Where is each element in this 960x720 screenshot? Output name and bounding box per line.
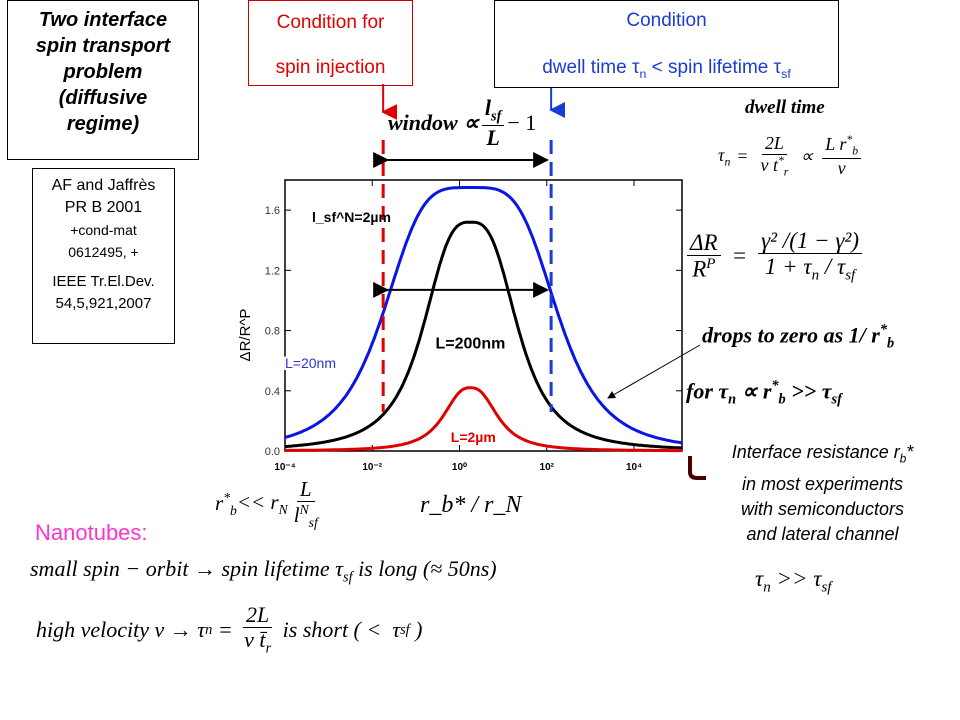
title-line: problem — [63, 61, 143, 83]
series-line-2 — [284, 220, 683, 450]
series-label: L=20nm — [285, 355, 336, 371]
y-axis-label: ΔR/R^P — [237, 309, 254, 362]
sub: sf — [781, 66, 791, 81]
lifetime-text: < spin lifetime τ — [646, 57, 782, 78]
numerator: lsf — [481, 95, 505, 127]
dwell-time-label: dwell time — [745, 97, 825, 118]
series-label: L=2µm — [451, 429, 496, 445]
condition-injection-line2: spin injection — [275, 57, 386, 78]
condition-injection-box: Condition for spin injection — [248, 0, 413, 86]
tau-condition-text: for τn ∝ r*b >> τsf — [686, 378, 842, 408]
ref-line: PR B 2001 — [64, 199, 143, 216]
equals: = — [736, 146, 749, 167]
series-line-3 — [285, 386, 682, 453]
lhs-fraction: ΔR RP — [687, 230, 721, 282]
y-tick-label: 1.2 — [265, 265, 280, 277]
equals: = — [731, 243, 748, 269]
lsf-annotation: l_sf^N=2µm — [312, 209, 391, 225]
note-line: with semiconductors — [740, 498, 905, 519]
drops-to-zero-text: drops to zero as 1/ r*b — [702, 322, 895, 352]
title-line: spin transport — [35, 35, 171, 57]
denominator: L — [486, 125, 500, 151]
condition-dwell-line1: Condition — [626, 10, 707, 31]
tau-relation: τn >> τsf — [755, 566, 832, 596]
note-line: in most experiments — [741, 473, 904, 494]
title-line: Two interface — [38, 9, 168, 31]
magnetoresistance-equation: ΔR RP = γ² /(1 − γ²) 1 + τn / τsf — [684, 228, 865, 284]
series-line-1 — [284, 186, 683, 445]
fraction: lsf L — [481, 95, 505, 151]
title-line: (diffusive — [58, 87, 148, 109]
tau-n: τn — [718, 144, 731, 169]
dwell-time-equation: τn = 2L v t*r ∝ L r*b v — [718, 133, 864, 179]
x-tick-label: 10² — [540, 462, 555, 473]
fraction: 2L v t̄r — [243, 602, 273, 657]
window-equation: window ∝ lsf L − 1 — [388, 95, 537, 151]
x-tick-label: 10⁻² — [362, 462, 382, 473]
ref-line: 54,5,921,2007 — [55, 295, 152, 312]
nanotubes-heading: Nanotubes: — [35, 520, 148, 545]
condition-dwell-box: Condition dwell time τn < spin lifetime … — [494, 0, 839, 88]
title-line: regime) — [66, 113, 140, 135]
series-label: L=200nm — [436, 336, 506, 353]
window-lhs: window ∝ — [388, 110, 479, 136]
ref-line: +cond-mat — [70, 222, 137, 238]
sub: n — [639, 66, 647, 81]
y-tick-label: 0.4 — [265, 386, 280, 398]
interface-resistance-note: Interface resistance rb* in most experim… — [700, 440, 945, 547]
condition-injection-line1: Condition for — [276, 12, 385, 33]
x-tick-label: 10⁴ — [626, 462, 642, 473]
x-axis-label: r_b* / r_N — [420, 492, 522, 518]
nanotubes-line1: small spin − orbit → spin lifetime τsf i… — [30, 556, 497, 586]
y-tick-label: 0.8 — [265, 326, 280, 338]
fraction: 2L v t*r — [760, 133, 789, 179]
dwell-text: dwell time τ — [542, 57, 640, 78]
ref-line: IEEE Tr.El.Dev. — [52, 273, 155, 290]
ref-line: AF and Jaffrès — [51, 177, 156, 194]
drops-pointer-arrow — [607, 344, 701, 399]
x-tick-label: 10⁰ — [452, 462, 467, 473]
y-tick-label: 0.0 — [265, 446, 280, 458]
rhs-fraction: γ² /(1 − γ²) 1 + τn / τsf — [758, 228, 862, 284]
note-line: Interface resistance rb* — [731, 442, 914, 466]
curved-arrow-icon — [688, 456, 706, 480]
fraction: L r*b v — [822, 133, 862, 179]
window-tail: − 1 — [507, 110, 537, 136]
note-line: and lateral channel — [746, 523, 899, 544]
y-tick-label: 1.6 — [265, 205, 280, 217]
condition-dwell-line2: dwell time τn < spin lifetime τsf — [495, 56, 838, 86]
proportional: ∝ — [800, 146, 814, 167]
x-tick-label: 10⁻⁴ — [274, 462, 295, 473]
ref-line: 0612495, + — [68, 244, 139, 260]
reference-box: AF and Jaffrès PR B 2001 +cond-mat 06124… — [32, 168, 175, 344]
title-box: Two interface spin transport problem (di… — [7, 0, 199, 160]
plot-frame — [284, 179, 683, 452]
